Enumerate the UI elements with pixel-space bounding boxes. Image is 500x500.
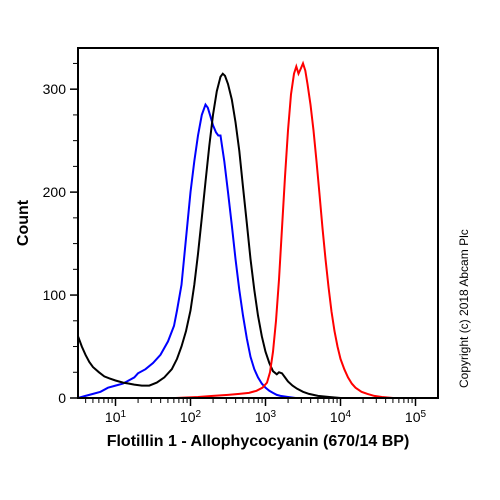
plot-svg: 0 100 200 300 Count 101 102 103 104 105 Flotillin … [0,0,500,500]
x-tick-label: 102 [180,409,202,426]
x-tick-label: 103 [255,409,277,426]
y-tick-label: 100 [43,287,67,303]
y-tick-label: 0 [58,390,66,406]
x-tick-label: 105 [405,409,427,426]
x-tick-label: 101 [105,409,127,426]
y-tick-label: 200 [43,184,67,200]
x-tick-label: 104 [330,409,352,426]
plot-border [78,48,438,398]
x-axis-label: Flotillin 1 - Allophycocyanin (670/14 BP… [107,433,410,450]
flow-cytometry-histogram: { "chart": { "type": "histogram-overlay"… [0,0,500,500]
copyright-text: Copyright (c) 2018 Abcam Plc [457,229,471,388]
y-tick-label: 300 [43,81,67,97]
y-axis-label: Count [15,199,32,246]
